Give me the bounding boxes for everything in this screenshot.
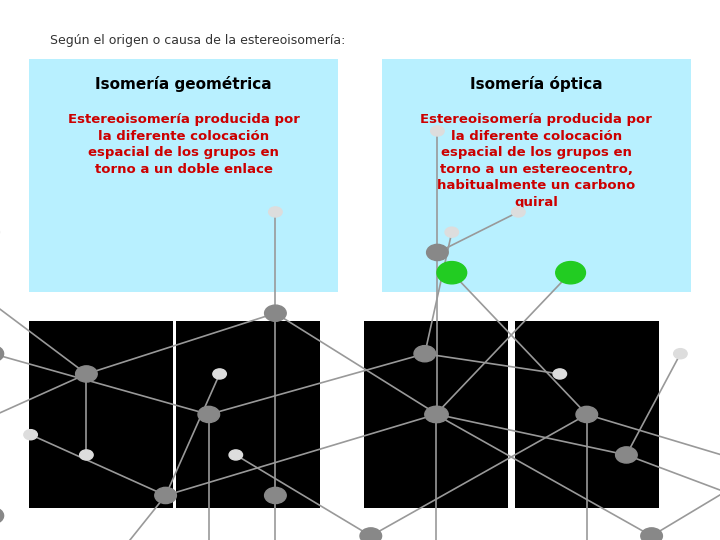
FancyBboxPatch shape <box>29 59 338 292</box>
Text: Según el origen o causa de la estereoisomería:: Según el origen o causa de la estereoiso… <box>50 34 346 47</box>
Circle shape <box>0 346 4 362</box>
Circle shape <box>641 528 662 540</box>
Text: Estereoisomería producida por
la diferente colocación
espacial de los grupos en
: Estereoisomería producida por la diferen… <box>420 113 652 209</box>
Circle shape <box>80 450 93 460</box>
Circle shape <box>229 450 243 460</box>
Text: Isomería geométrica: Isomería geométrica <box>95 76 272 92</box>
Circle shape <box>556 261 585 284</box>
Circle shape <box>269 207 282 217</box>
Circle shape <box>445 227 459 237</box>
Circle shape <box>360 528 382 540</box>
FancyBboxPatch shape <box>29 321 173 508</box>
Text: Estereoisomería producida por
la diferente colocación
espacial de los grupos en
: Estereoisomería producida por la diferen… <box>68 113 300 176</box>
Text: Isomería óptica: Isomería óptica <box>470 76 603 92</box>
Circle shape <box>674 349 687 359</box>
Circle shape <box>576 406 598 422</box>
Circle shape <box>198 406 220 422</box>
Circle shape <box>426 244 448 261</box>
Circle shape <box>426 406 448 422</box>
Circle shape <box>512 207 525 217</box>
Circle shape <box>431 126 444 136</box>
FancyBboxPatch shape <box>364 321 508 508</box>
FancyBboxPatch shape <box>176 321 320 508</box>
Circle shape <box>553 369 567 379</box>
Circle shape <box>213 369 226 379</box>
Circle shape <box>616 447 637 463</box>
Circle shape <box>76 366 97 382</box>
FancyBboxPatch shape <box>515 321 659 508</box>
Circle shape <box>437 261 467 284</box>
Circle shape <box>425 406 446 422</box>
Circle shape <box>414 346 436 362</box>
Circle shape <box>265 305 287 321</box>
Circle shape <box>0 508 4 524</box>
Circle shape <box>265 488 287 503</box>
Circle shape <box>155 488 176 503</box>
Circle shape <box>24 430 37 440</box>
FancyBboxPatch shape <box>382 59 691 292</box>
